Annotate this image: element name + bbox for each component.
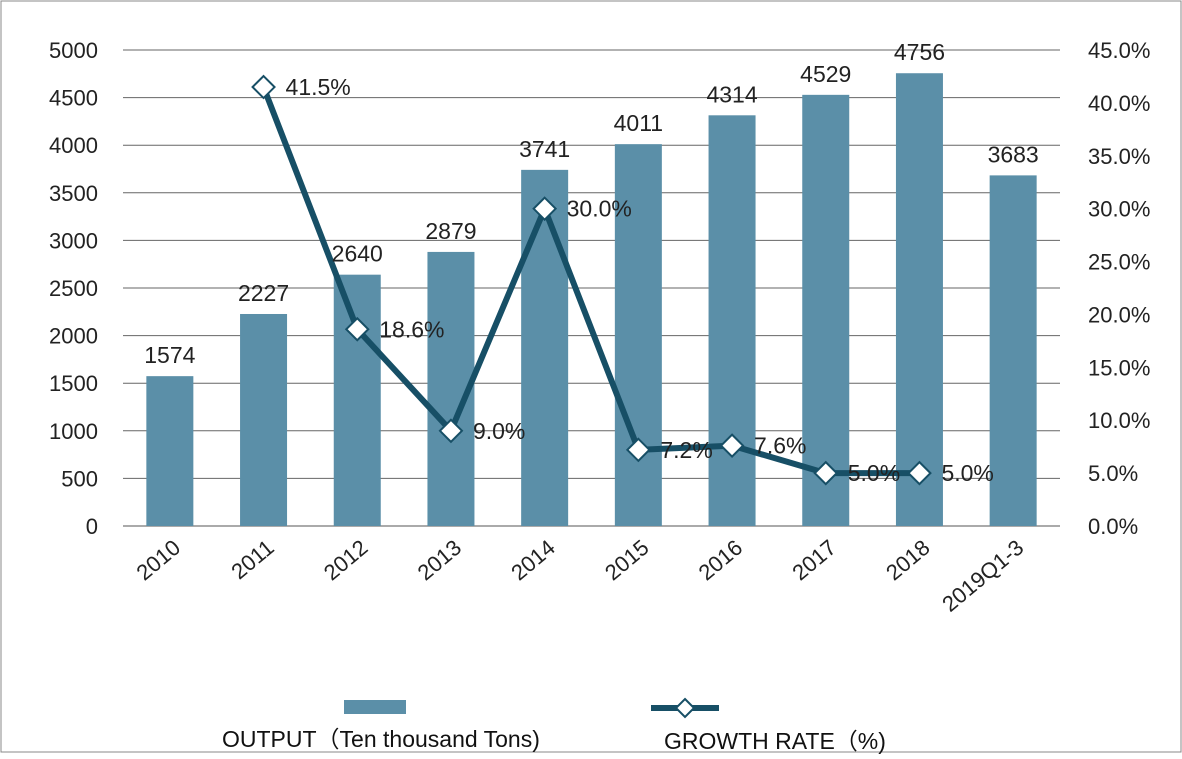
bar [989, 175, 1037, 526]
bar [333, 274, 381, 526]
growth-rate-marker [532, 196, 558, 222]
growth-rate-line [260, 85, 920, 477]
bar [614, 144, 662, 526]
bar-value-label: 3683 [988, 141, 1039, 167]
y-left-tick-label: 2000 [49, 324, 98, 349]
growth-rate-label: 30.0% [567, 196, 632, 222]
bar [521, 169, 569, 526]
y-left-tick-label: 3000 [49, 228, 98, 253]
y-right-tick-label: 25.0% [1088, 250, 1150, 275]
y-right-tick-label: 0.0% [1088, 514, 1138, 539]
bar-value-label: 2227 [238, 280, 289, 306]
growth-rate-marker [907, 460, 932, 486]
growth-rate-label: 5.0% [941, 460, 993, 486]
y-left-tick-label: 500 [61, 466, 98, 491]
y-left-tick-label: 1500 [49, 371, 98, 396]
bar-value-label: 4314 [706, 81, 757, 107]
y-left-tick-label: 4500 [49, 86, 98, 111]
bar-value-label: 4756 [894, 39, 945, 65]
y-left-tick-label: 2500 [49, 276, 98, 301]
y-right-tick-label: 10.0% [1088, 408, 1150, 433]
y-right-tick-label: 35.0% [1088, 144, 1150, 169]
growth-rate-marker [438, 418, 464, 444]
bar [146, 376, 194, 526]
growth-rate-label: 9.0% [473, 418, 525, 444]
y-right-tick-label: 15.0% [1088, 355, 1150, 380]
legend-label-output: OUTPUT（Ten thousand Tons) [222, 726, 540, 752]
bar-value-label: 4529 [800, 61, 851, 87]
growth-rate-marker [344, 316, 370, 342]
y-right-tick-label: 5.0% [1088, 461, 1138, 486]
bar [802, 94, 850, 526]
legend-marker-growth [674, 697, 696, 719]
growth-rate-label: 41.5% [286, 74, 351, 100]
y-right-tick-label: 45.0% [1088, 38, 1150, 63]
growth-rate-label: 7.6% [754, 433, 806, 459]
y-right-tick-label: 20.0% [1088, 302, 1150, 327]
y-right-tick-label: 30.0% [1088, 197, 1150, 222]
bar-value-label: 1574 [144, 342, 195, 368]
bar-value-label: 2640 [332, 241, 383, 267]
y-left-tick-label: 0 [86, 514, 98, 539]
y-left-tick-label: 3500 [49, 181, 98, 206]
growth-rate-label: 5.0% [848, 460, 900, 486]
growth-rate-label: 7.2% [660, 437, 712, 463]
y-left-tick-label: 5000 [49, 38, 98, 63]
growth-rate-label: 18.6% [379, 316, 444, 342]
y-right-tick-label: 40.0% [1088, 91, 1150, 116]
y-left-tick-label: 1000 [49, 419, 98, 444]
bar [708, 115, 756, 527]
growth-rate-marker [251, 74, 276, 100]
bar [895, 73, 943, 527]
growth-rate-marker [719, 433, 745, 459]
y-left-tick-label: 4000 [49, 133, 98, 158]
bar-value-label: 4011 [614, 110, 663, 136]
bar [240, 313, 288, 526]
growth-rate-marker [625, 437, 651, 463]
bar-value-label: 3741 [519, 136, 570, 162]
legend-swatch-output [344, 700, 406, 714]
growth-rate-marker [813, 460, 839, 486]
bar-value-label: 2879 [425, 218, 476, 244]
legend-label-growth: GROWTH RATE（%) [664, 728, 886, 754]
